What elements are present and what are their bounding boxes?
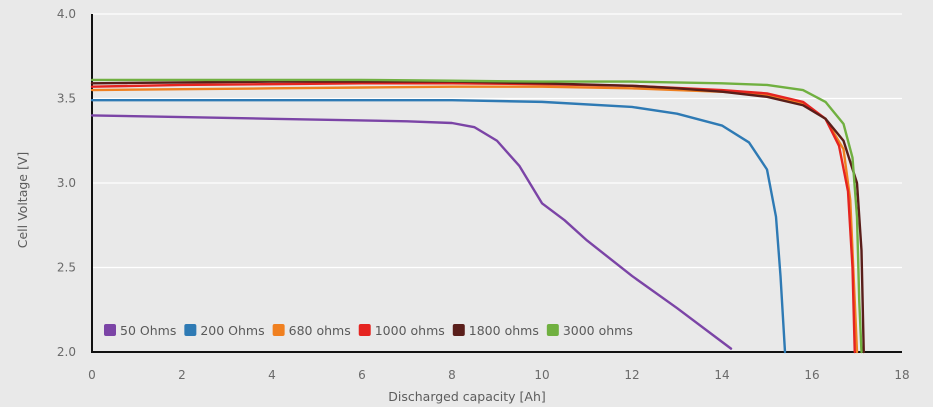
- series-lines: [90, 78, 865, 354]
- legend-swatch: [184, 324, 197, 336]
- legend-swatch: [272, 324, 285, 336]
- series-line-0: [90, 114, 733, 350]
- legend-label: 50 Ohms: [120, 323, 176, 338]
- legend-swatch: [104, 324, 116, 336]
- legend-swatch: [452, 324, 465, 336]
- legend-label: 680 ohms: [289, 323, 351, 338]
- x-tick-label: 12: [624, 368, 639, 382]
- x-tick-label: 14: [714, 368, 729, 382]
- y-tick-label: 2.0: [57, 345, 76, 359]
- legend: 50 Ohms 200 Ohms 680 ohms 1000 ohms 1800 ohm…: [104, 323, 633, 338]
- x-tick-label: 8: [448, 368, 456, 382]
- series-line-1: [90, 98, 787, 354]
- x-tick-label: 6: [358, 368, 366, 382]
- x-tick-label: 4: [268, 368, 276, 382]
- legend-label: 200 Ohms: [200, 323, 264, 338]
- axes: [91, 14, 902, 353]
- x-axis-title: Discharged capacity [Ah]: [388, 389, 546, 404]
- x-tick-label: 16: [804, 368, 819, 382]
- series-line-3: [90, 82, 856, 354]
- axis-titles: Discharged capacity [Ah] Cell Voltage [V…: [15, 152, 546, 404]
- x-tick-label: 0: [88, 368, 96, 382]
- series-line-4: [90, 80, 865, 354]
- y-tick-label: 3.5: [57, 92, 76, 106]
- y-axis-title: Cell Voltage [V]: [15, 152, 30, 249]
- legend-swatch: [358, 324, 371, 336]
- y-tick-label: 3.0: [57, 176, 76, 190]
- y-tick-label: 4.0: [57, 7, 76, 21]
- tick-labels: 2.0 2.5 3.0 3.5 4.0 0 2 4 6 8 10 12 14 16 18: [57, 7, 910, 382]
- legend-label: 1000 ohms: [375, 323, 445, 338]
- x-tick-label: 10: [534, 368, 549, 382]
- gridlines: [92, 13, 902, 269]
- x-tick-label: 18: [894, 368, 909, 382]
- legend-label: 3000 ohms: [563, 323, 633, 338]
- series-line-5: [90, 78, 863, 354]
- legend-label: 1800 ohms: [469, 323, 539, 338]
- legend-swatch: [546, 324, 559, 336]
- y-tick-label: 2.5: [57, 261, 76, 275]
- x-tick-label: 2: [178, 368, 186, 382]
